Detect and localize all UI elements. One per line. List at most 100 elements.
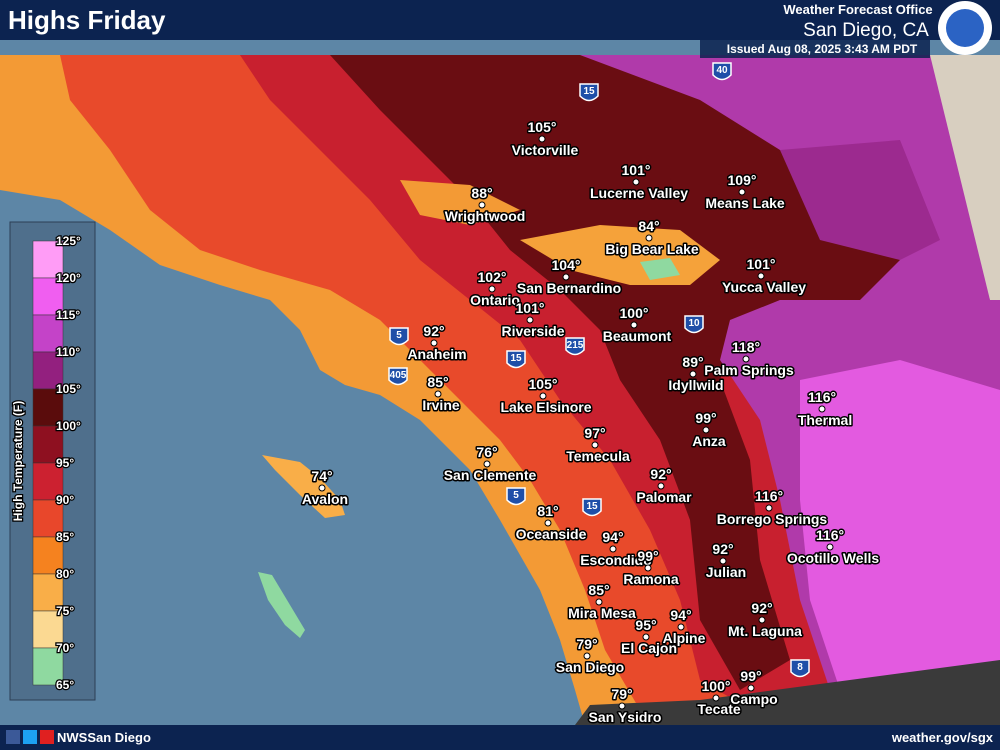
city-dot bbox=[478, 201, 486, 209]
city-name: Alpine bbox=[663, 630, 706, 646]
city-temperature: 79° bbox=[611, 686, 632, 702]
city-dot bbox=[738, 188, 746, 196]
city-name: Campo bbox=[730, 691, 777, 707]
city-temperature: 97° bbox=[584, 425, 605, 441]
city-name: Tecate bbox=[697, 701, 741, 717]
city-name: Temecula bbox=[566, 448, 630, 464]
header-bar bbox=[0, 0, 1000, 40]
title: Highs Friday bbox=[8, 5, 166, 35]
city-temperature: 100° bbox=[702, 678, 731, 694]
city-temperature: 74° bbox=[311, 468, 332, 484]
city-name: Palomar bbox=[636, 489, 692, 505]
legend-tick-label: 65° bbox=[56, 678, 74, 692]
twitter-icon bbox=[23, 730, 37, 744]
city-name: San Ysidro bbox=[589, 709, 662, 725]
highway-number: 215 bbox=[567, 340, 584, 351]
city-name: El Cajon bbox=[621, 640, 677, 656]
city-name: Beaumont bbox=[603, 328, 672, 344]
footer-bar bbox=[0, 725, 1000, 750]
city-temperature: 105° bbox=[528, 119, 557, 135]
city-dot bbox=[544, 519, 552, 527]
city-temperature: 94° bbox=[670, 607, 691, 623]
social: NWSSan Diego bbox=[57, 730, 151, 745]
city-temperature: 92° bbox=[423, 323, 444, 339]
city-temperature: 92° bbox=[650, 466, 671, 482]
city-temperature: 105° bbox=[529, 376, 558, 392]
city-name: Anza bbox=[692, 433, 726, 449]
city-temperature: 99° bbox=[740, 668, 761, 684]
city-temperature: 100° bbox=[620, 305, 649, 321]
city-name: Lucerne Valley bbox=[590, 185, 688, 201]
city-name: Mt. Laguna bbox=[728, 623, 802, 639]
highway-shield bbox=[506, 487, 526, 506]
desert-hot bbox=[780, 140, 940, 260]
city-dot bbox=[645, 234, 653, 242]
city-temperature: 101° bbox=[622, 162, 651, 178]
mountain-coolest bbox=[640, 258, 680, 280]
city-temperature: 104° bbox=[552, 257, 581, 273]
city-name: Julian bbox=[706, 564, 746, 580]
legend-tick-label: 125° bbox=[56, 234, 81, 248]
city-name: Avalon bbox=[302, 491, 348, 507]
city-dot bbox=[818, 405, 826, 413]
city-name: Big Bear Lake bbox=[605, 241, 699, 257]
legend-tick-label: 85° bbox=[56, 530, 74, 544]
city-dot bbox=[632, 178, 640, 186]
location: San Diego, CA bbox=[803, 20, 929, 41]
city-name: San Bernardino bbox=[517, 280, 621, 296]
city-temperature: 116° bbox=[808, 389, 836, 405]
city-temperature: 94° bbox=[602, 529, 623, 545]
city-name: Anaheim bbox=[407, 346, 466, 362]
legend-tick-label: 110° bbox=[56, 345, 80, 359]
issued: Issued Aug 08, 2025 3:43 AM PDT bbox=[727, 42, 918, 56]
legend: 125° 120° 115° 110° 105° 100° 95° 90° 85° 80° 75° 7… bbox=[32, 233, 82, 693]
city-name: Oceanside bbox=[516, 526, 587, 542]
legend-swatch bbox=[32, 314, 64, 353]
city-dot bbox=[719, 557, 727, 565]
highway-shield bbox=[579, 83, 599, 102]
legend-swatch bbox=[32, 462, 64, 501]
city-temperature: 116° bbox=[755, 488, 783, 504]
legend-title: High Temperature (F) bbox=[11, 401, 25, 521]
city-temperature: 88° bbox=[471, 185, 492, 201]
city-temperature: 99° bbox=[695, 410, 716, 426]
city-name: Borrego Springs bbox=[717, 511, 828, 527]
terrain bbox=[930, 55, 1000, 300]
legend-tick-label: 105° bbox=[56, 382, 81, 396]
city-name: Palm Springs bbox=[704, 362, 794, 378]
highway-shield bbox=[565, 337, 585, 356]
city-temperature: 81° bbox=[537, 503, 558, 519]
city-dot bbox=[747, 684, 755, 692]
highway-number: 15 bbox=[583, 86, 595, 97]
legend-tick-label: 115° bbox=[56, 308, 80, 322]
highway-number: 15 bbox=[510, 353, 522, 364]
city-temperature: 79° bbox=[576, 636, 597, 652]
city-dot bbox=[826, 543, 834, 551]
city-dot bbox=[488, 285, 496, 293]
city-name: Ontario bbox=[470, 292, 520, 308]
nws-logo-inner bbox=[946, 9, 984, 47]
highway-shield bbox=[582, 498, 602, 517]
highway-shield bbox=[684, 315, 704, 334]
city-dot bbox=[562, 273, 570, 281]
city-dot bbox=[758, 616, 766, 624]
cities: 105° Victorville 101° Lucerne Valley 109° Mea… bbox=[300, 118, 880, 727]
office: Weather Forecast Office bbox=[783, 2, 932, 17]
highway-number: 15 bbox=[586, 501, 598, 512]
legend-swatch bbox=[32, 351, 64, 390]
city-dot bbox=[702, 426, 710, 434]
legend-tick-label: 70° bbox=[56, 641, 74, 655]
highway-shield bbox=[506, 350, 526, 369]
highway-number: 8 bbox=[797, 662, 803, 673]
desert-hottest bbox=[800, 360, 1000, 690]
city-dot bbox=[630, 321, 638, 329]
city-dot bbox=[538, 135, 546, 143]
island bbox=[258, 572, 305, 638]
city-temperature: 84° bbox=[638, 218, 659, 234]
city-name: Wrightwood bbox=[445, 208, 526, 224]
city-dot bbox=[595, 598, 603, 606]
highway-number: 10 bbox=[688, 318, 700, 329]
city-name: Lake Elsinore bbox=[500, 399, 591, 415]
city-temperature: 85° bbox=[588, 582, 609, 598]
